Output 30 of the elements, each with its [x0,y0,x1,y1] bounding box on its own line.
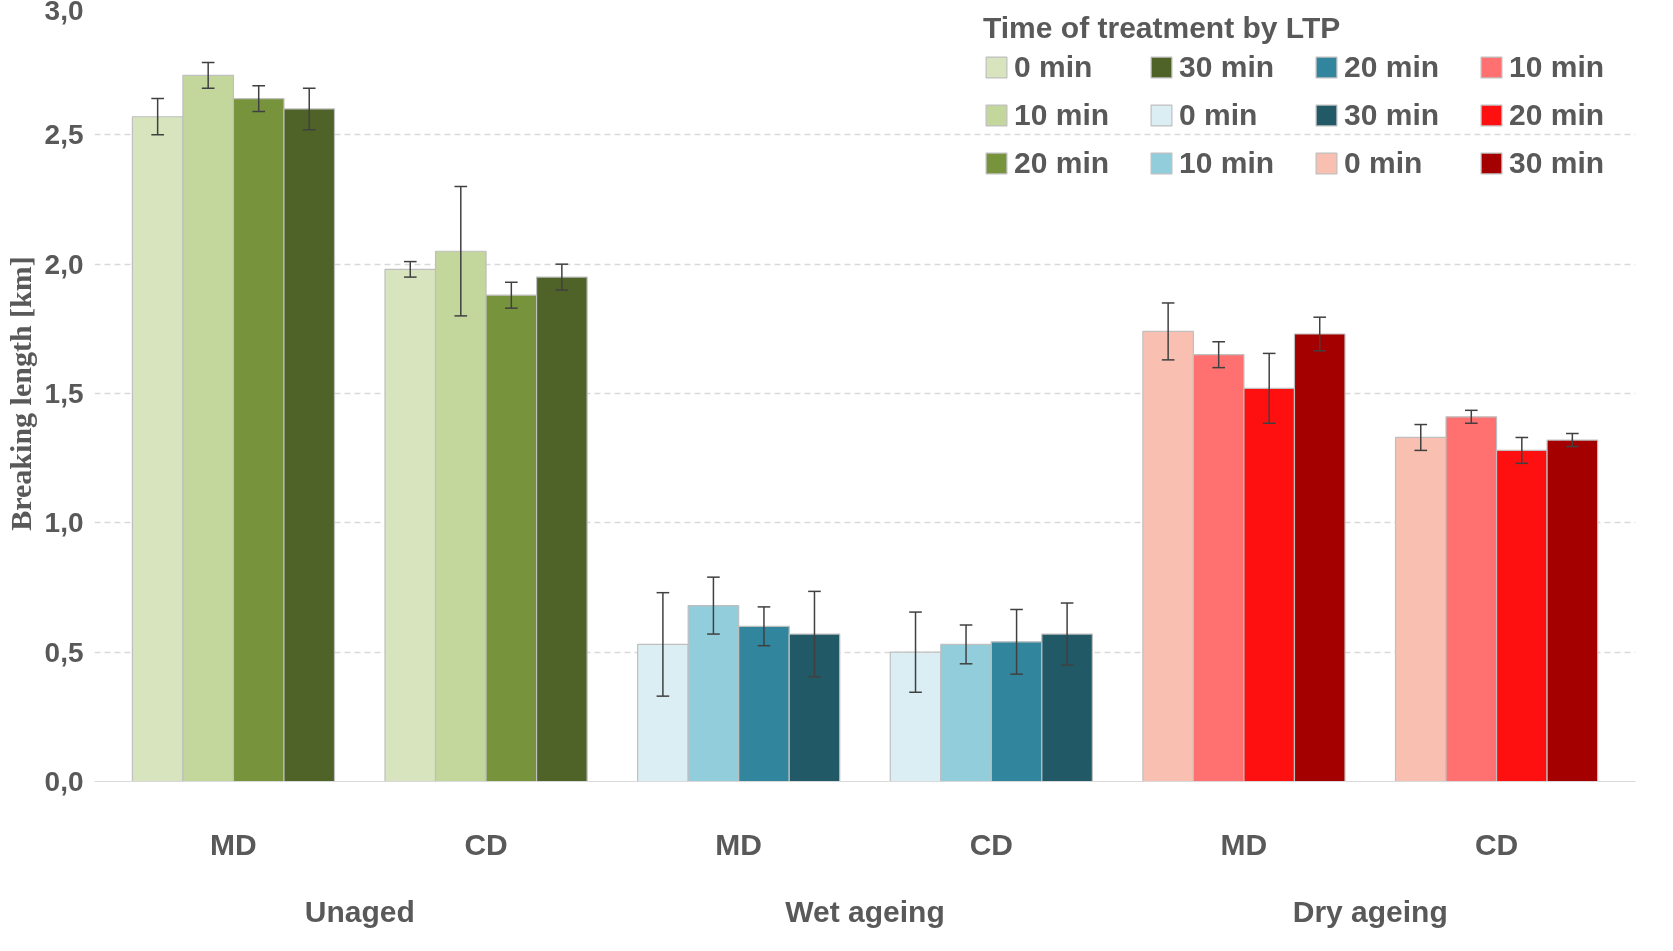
y-tick-label: 1,0 [44,507,84,539]
legend-label: 20 min [1014,146,1111,180]
legend-label: 10 min [1509,50,1606,84]
y-tick-label: 2,0 [44,248,84,280]
legend-label: 30 min [1179,50,1276,84]
legend-label: 30 min [1344,98,1441,132]
legend-label: 30 min [1509,146,1606,180]
y-tick-label: 1,5 [44,378,84,409]
legend-label: 20 min [1344,50,1441,84]
x-tick-label: CD [464,827,508,861]
text: Dry ageing [1292,894,1448,928]
legend-label: 10 min [1014,98,1111,132]
text: Unaged [304,894,415,928]
legend-label: 0 min [1179,98,1259,132]
x-tick-label: MD [1220,827,1268,861]
x-tick-label: CD [969,827,1013,861]
legend-label: 0 min [1344,146,1424,180]
y-tick-label: 0,0 [44,766,84,797]
y-tick-label: 0,5 [44,636,84,668]
legend-label: 0 min [1014,50,1094,84]
x-tick-label: CD [1474,827,1519,861]
legend-title: Time of treatment by LTP [983,11,1342,45]
x-tick-label: MD [210,827,257,861]
y-tick-label: 2,5 [44,119,84,151]
legend-label: 10 min [1179,146,1276,180]
y-tick-label: 3,0 [44,0,84,26]
text: Wet ageing [785,894,945,928]
x-tick-label: MD [715,827,763,861]
legend-label: 20 min [1509,98,1606,132]
y-axis-title: Breaking length [km] [3,256,37,531]
